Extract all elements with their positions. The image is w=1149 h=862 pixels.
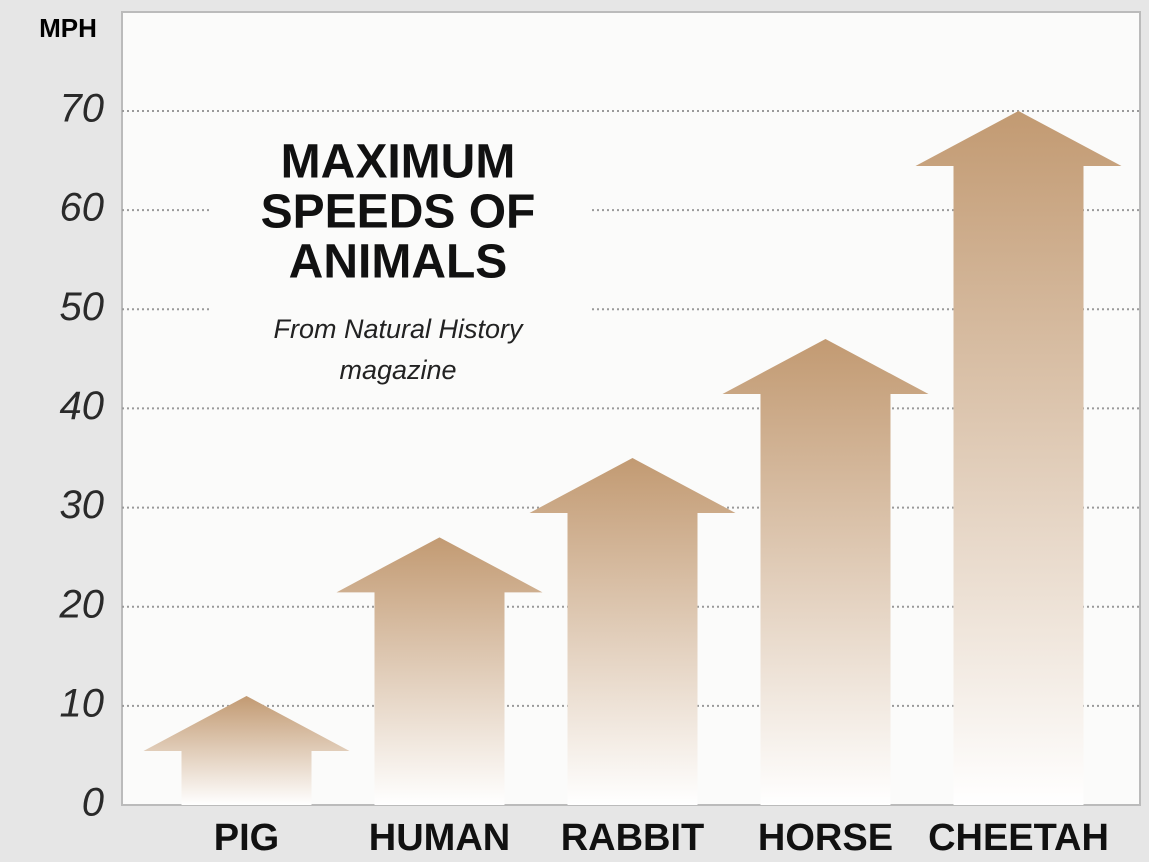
title-box (210, 128, 590, 398)
arrow-bar (336, 537, 543, 805)
chart-title: MAXIMUM (281, 136, 516, 189)
arrow-bar (143, 695, 350, 805)
y-tick-label: 60 (60, 186, 105, 230)
x-tick-label: PIG (214, 817, 279, 859)
x-tick-label: CHEETAH (928, 817, 1109, 859)
y-tick-label: 20 (59, 582, 105, 626)
y-tick-label: 70 (60, 87, 105, 131)
arrow-bar (915, 111, 1122, 805)
x-tick-label: HORSE (758, 817, 893, 859)
subtitle: From Natural History (273, 314, 524, 344)
y-axis-label: MPH (39, 13, 97, 43)
y-tick-label: 10 (60, 681, 105, 725)
y-tick-label: 40 (60, 384, 105, 428)
chart-title: SPEEDS OF (261, 186, 536, 239)
subtitle: magazine (339, 355, 456, 385)
y-tick-label: 50 (60, 285, 105, 329)
arrow-bar (722, 339, 929, 805)
y-tick-label: 0 (82, 781, 104, 825)
chart-title: ANIMALS (289, 236, 508, 289)
x-tick-label: RABBIT (561, 817, 705, 859)
arrow-bar (529, 458, 736, 805)
x-tick-label: HUMAN (369, 817, 510, 859)
y-tick-label: 30 (60, 483, 105, 527)
